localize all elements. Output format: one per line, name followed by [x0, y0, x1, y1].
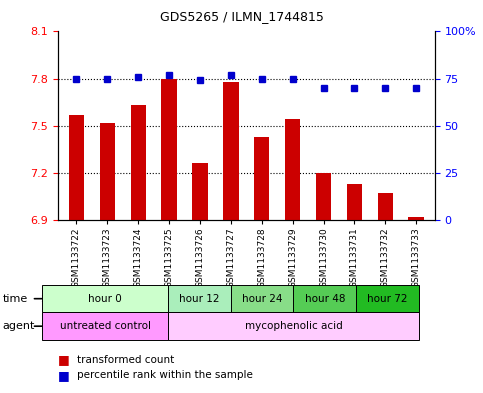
- Text: ■: ■: [58, 353, 70, 366]
- Bar: [378, 193, 393, 220]
- Text: hour 12: hour 12: [179, 294, 219, 304]
- Text: mycophenolic acid: mycophenolic acid: [244, 321, 342, 331]
- Text: hour 48: hour 48: [305, 294, 345, 304]
- Bar: [69, 115, 84, 220]
- Text: time: time: [2, 294, 28, 304]
- Text: ■: ■: [58, 369, 70, 382]
- Text: untreated control: untreated control: [59, 321, 151, 331]
- Bar: [223, 82, 239, 220]
- Text: GDS5265 / ILMN_1744815: GDS5265 / ILMN_1744815: [159, 10, 324, 23]
- Text: transformed count: transformed count: [77, 354, 174, 365]
- Text: hour 0: hour 0: [88, 294, 122, 304]
- Bar: [192, 163, 208, 220]
- Bar: [347, 184, 362, 220]
- Bar: [316, 173, 331, 220]
- Bar: [285, 119, 300, 220]
- Bar: [254, 137, 270, 220]
- Text: agent: agent: [2, 321, 35, 331]
- Bar: [409, 217, 424, 220]
- Bar: [99, 123, 115, 220]
- Text: percentile rank within the sample: percentile rank within the sample: [77, 370, 253, 380]
- Text: hour 72: hour 72: [368, 294, 408, 304]
- Text: hour 24: hour 24: [242, 294, 282, 304]
- Bar: [130, 105, 146, 220]
- Bar: [161, 79, 177, 220]
